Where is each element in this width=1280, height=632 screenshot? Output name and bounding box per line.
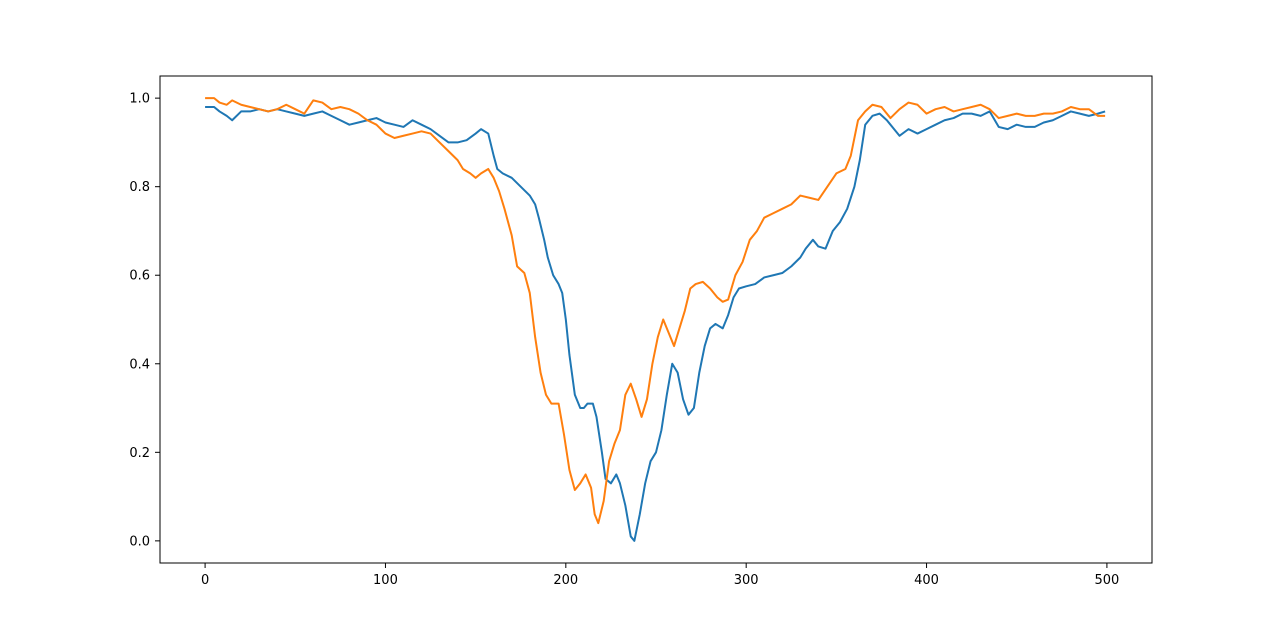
plot-background: [160, 76, 1152, 563]
y-tick-label: 0.4: [129, 357, 150, 372]
x-tick-label: 400: [914, 573, 939, 588]
x-tick-label: 200: [553, 573, 578, 588]
x-tick-label: 500: [1094, 573, 1119, 588]
y-tick-label: 0.2: [129, 446, 150, 461]
x-axis: 0 100 200 300 400 500: [201, 563, 1119, 588]
y-tick-label: 0.6: [129, 269, 150, 284]
y-tick-label: 0.8: [129, 180, 150, 195]
y-tick-label: 1.0: [129, 92, 150, 107]
series-line-2: [205, 97, 1106, 525]
plot-frame: [159, 75, 1153, 564]
x-tick-label: 300: [734, 573, 759, 588]
series-layer: [205, 97, 1106, 542]
x-tick-label: 0: [201, 573, 209, 588]
y-tick-label: 0.0: [129, 534, 150, 549]
series-line-1: [205, 105, 1106, 542]
y-axis: 0.0 0.2 0.4 0.6 0.8 1.0: [129, 92, 160, 549]
x-tick-label: 100: [373, 573, 398, 588]
